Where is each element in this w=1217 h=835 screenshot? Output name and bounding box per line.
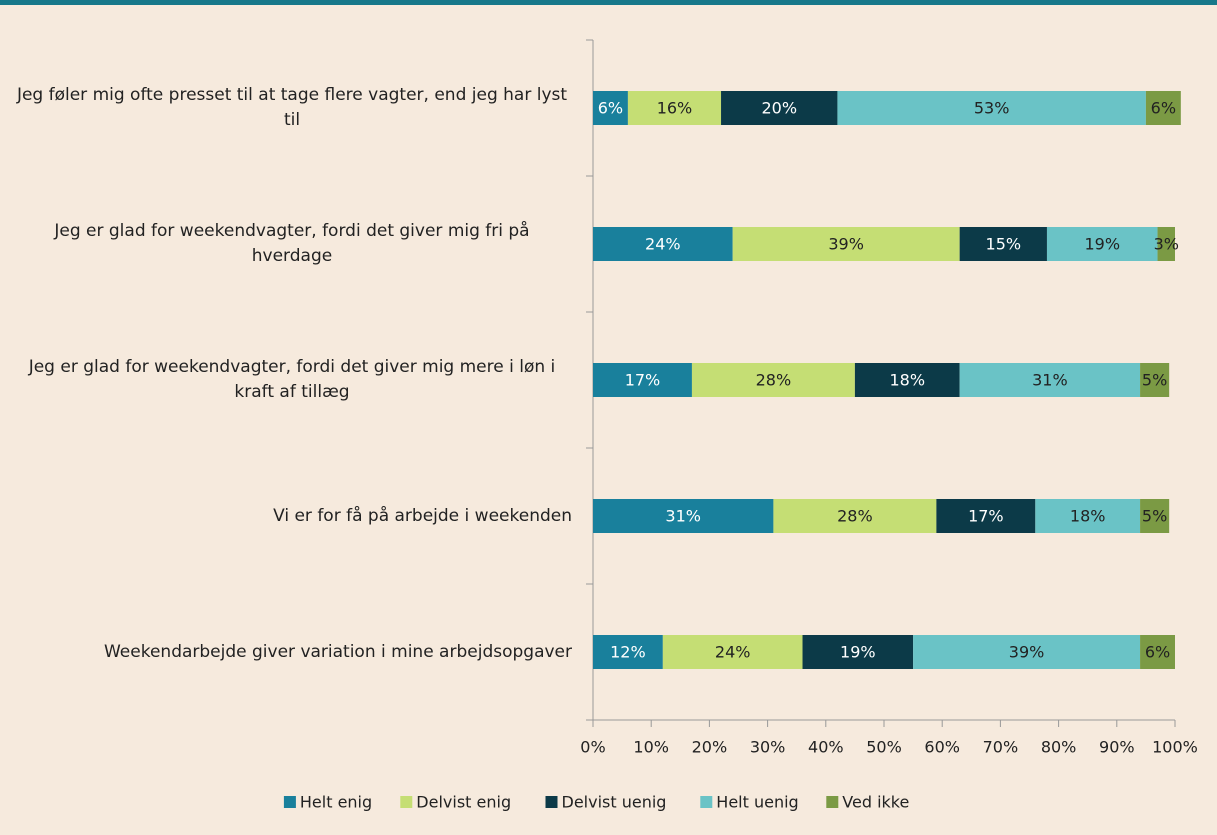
x-tick-label: 90% bbox=[1099, 738, 1135, 757]
data-label: 24% bbox=[645, 235, 681, 254]
category-label-box: Vi er for få på arbejde i weekenden bbox=[12, 486, 572, 546]
x-tick-label: 60% bbox=[924, 738, 960, 757]
bar-segment bbox=[721, 91, 838, 125]
bar-segment bbox=[1046, 227, 1158, 261]
legend-label: Delvist enig bbox=[416, 793, 511, 812]
data-label: 6% bbox=[1145, 643, 1170, 662]
bar-segment bbox=[1157, 227, 1175, 261]
x-tick-label: 10% bbox=[633, 738, 669, 757]
bar-segment bbox=[732, 227, 960, 261]
bar-segment bbox=[691, 363, 855, 397]
x-tick-label: 40% bbox=[808, 738, 844, 757]
bar-segment bbox=[773, 499, 937, 533]
bar-segment bbox=[593, 363, 692, 397]
data-label: 16% bbox=[657, 99, 693, 118]
x-tick-label: 70% bbox=[983, 738, 1019, 757]
data-label: 39% bbox=[1009, 643, 1045, 662]
data-label: 12% bbox=[610, 643, 646, 662]
bar-segment bbox=[593, 91, 628, 125]
category-label: Jeg er glad for weekendvagter, fordi det… bbox=[28, 357, 556, 402]
bar-segment bbox=[662, 635, 803, 669]
legend-label: Ved ikke bbox=[842, 793, 909, 812]
bar-segment bbox=[1035, 499, 1141, 533]
x-tick-label: 50% bbox=[866, 738, 902, 757]
chart: 0% 10% 20% 30% 40% 50% 60% 70% 80% 90% 100% 6% 16% 20… bbox=[283, 39, 1198, 812]
category-label-box: Jeg føler mig ofte presset til at tage f… bbox=[12, 78, 572, 138]
category-label: Jeg føler mig ofte presset til at tage f… bbox=[16, 85, 568, 130]
bar-segment bbox=[1140, 635, 1175, 669]
data-label: 28% bbox=[837, 507, 873, 526]
category-label-box: Weekendarbejde giver variation i mine ar… bbox=[12, 622, 572, 682]
x-tick-label: 100% bbox=[1152, 738, 1198, 757]
bar-segment bbox=[854, 363, 960, 397]
category-label-box: Jeg er glad for weekendvagter, fordi det… bbox=[12, 350, 572, 410]
legend-swatch bbox=[826, 796, 839, 808]
data-label: 20% bbox=[761, 99, 797, 118]
legend-label: Helt uenig bbox=[716, 793, 798, 812]
bar-segment bbox=[936, 499, 1036, 533]
data-label: 18% bbox=[889, 371, 925, 390]
data-label: 3% bbox=[1154, 235, 1179, 254]
bar-segment bbox=[802, 635, 914, 669]
bar-segment bbox=[837, 91, 1146, 125]
category-label-box: Jeg er glad for weekendvagter, fordi det… bbox=[12, 214, 572, 274]
bar-segment bbox=[1145, 91, 1181, 125]
bar-segment bbox=[959, 363, 1141, 397]
x-tick-label: 0% bbox=[580, 738, 605, 757]
bar-segment bbox=[593, 227, 733, 261]
bar-segment bbox=[1140, 363, 1170, 397]
category-label: Vi er for få på arbejde i weekenden bbox=[273, 505, 572, 526]
legend-swatch bbox=[400, 796, 413, 808]
bar-segment bbox=[959, 227, 1047, 261]
legend-label: Delvist uenig bbox=[562, 793, 667, 812]
data-label: 31% bbox=[665, 507, 701, 526]
bar-segment bbox=[627, 91, 722, 125]
category-label: Weekendarbejde giver variation i mine ar… bbox=[103, 641, 572, 662]
category-label: Jeg er glad for weekendvagter, fordi det… bbox=[54, 221, 530, 266]
bar-segment bbox=[593, 499, 774, 533]
bar-segment bbox=[593, 635, 663, 669]
legend-swatch bbox=[700, 796, 713, 808]
data-label: 31% bbox=[1032, 371, 1068, 390]
x-tick-label: 20% bbox=[692, 738, 728, 757]
data-label: 19% bbox=[840, 643, 876, 662]
data-label: 24% bbox=[715, 643, 751, 662]
bar-segment bbox=[1140, 499, 1170, 533]
data-label: 6% bbox=[598, 99, 623, 118]
bar-segment bbox=[913, 635, 1141, 669]
data-label: 5% bbox=[1142, 507, 1167, 526]
data-label: 39% bbox=[828, 235, 864, 254]
data-label: 17% bbox=[968, 507, 1004, 526]
data-label: 18% bbox=[1070, 507, 1106, 526]
data-label: 53% bbox=[974, 99, 1010, 118]
data-label: 5% bbox=[1142, 371, 1167, 390]
data-label: 19% bbox=[1084, 235, 1120, 254]
data-label: 6% bbox=[1151, 99, 1176, 118]
legend-swatch bbox=[545, 796, 558, 808]
data-label: 17% bbox=[625, 371, 661, 390]
x-tick-label: 30% bbox=[750, 738, 786, 757]
data-label: 15% bbox=[986, 235, 1022, 254]
data-label: 28% bbox=[756, 371, 792, 390]
legend-label: Helt enig bbox=[300, 793, 372, 812]
x-tick-label: 80% bbox=[1041, 738, 1077, 757]
legend-swatch bbox=[283, 796, 296, 808]
